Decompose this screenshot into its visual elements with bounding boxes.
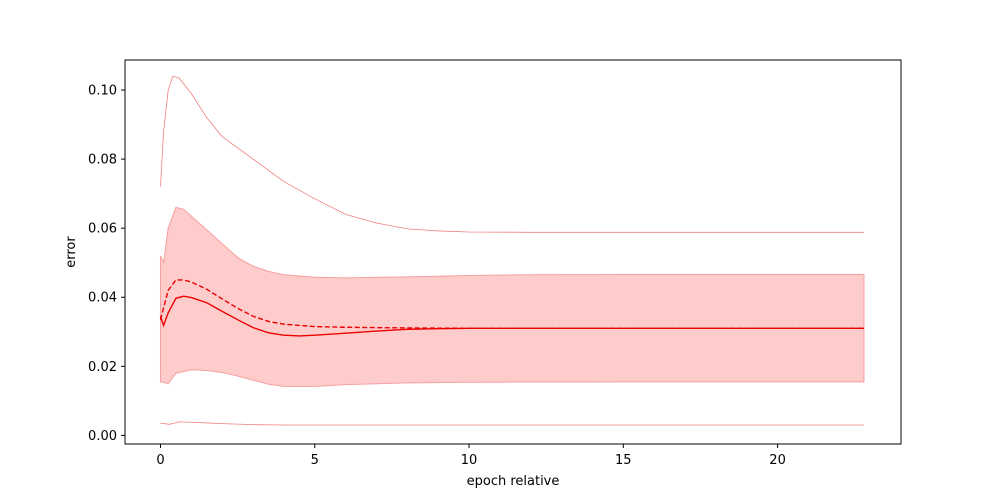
x-axis: 0 5 10 15 20 (156, 444, 786, 468)
confidence-band (159, 206, 865, 387)
outer-upper-line (160, 75, 864, 233)
y-tick-label: 0.08 (88, 153, 117, 168)
outer-lower-line (160, 421, 864, 426)
y-tick-label: 0.06 (88, 222, 117, 237)
solid-series-line (159, 295, 864, 337)
y-tick-label: 0.00 (88, 429, 117, 444)
y-axis: 0.00 0.02 0.04 0.06 0.08 0.10 (88, 84, 125, 444)
y-tick-label: 0.02 (88, 360, 117, 375)
y-tick-label: 0.04 (88, 291, 117, 306)
x-tick-label: 5 (311, 453, 319, 468)
plot-frame (124, 59, 902, 445)
x-tick-label: 10 (461, 453, 478, 468)
x-axis-label: epoch relative (467, 474, 560, 489)
dashed-series-line (159, 279, 864, 330)
y-axis-label: error (64, 236, 79, 268)
x-tick-label: 20 (769, 453, 786, 468)
x-tick-label: 0 (156, 453, 164, 468)
y-tick-label: 0.10 (88, 84, 117, 99)
x-tick-label: 15 (615, 453, 632, 468)
series-layer (159, 75, 865, 426)
